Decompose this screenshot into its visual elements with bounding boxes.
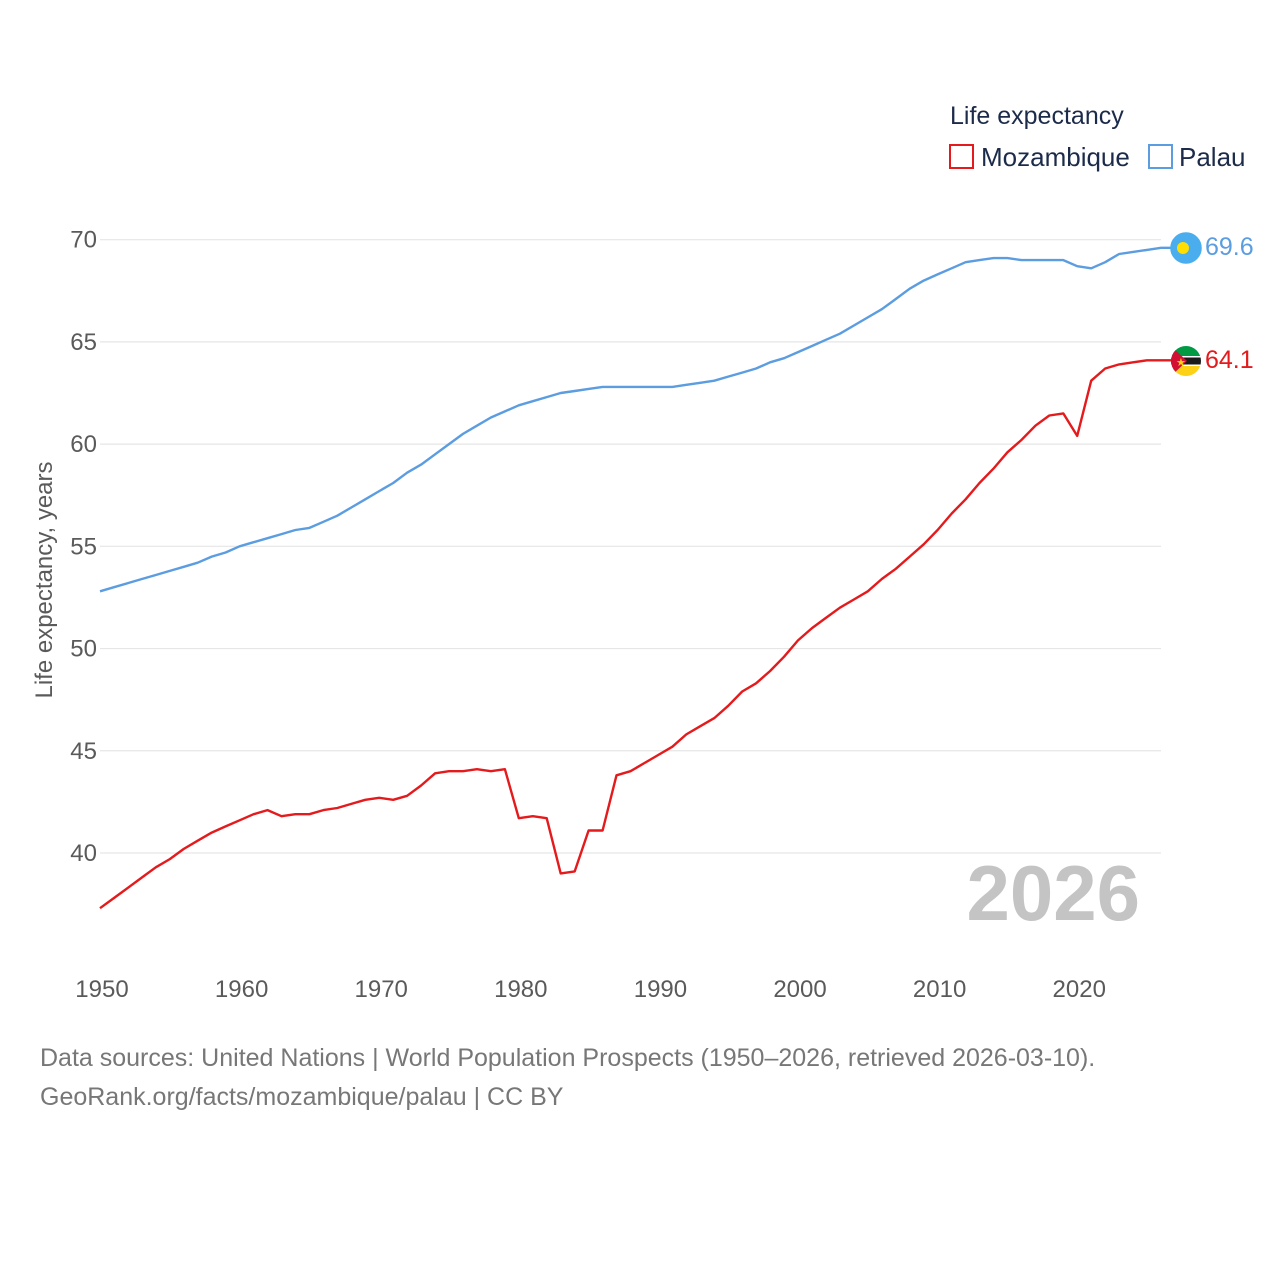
palau-flag-icon [1170,232,1202,264]
x-axis-ticks: 1950 1960 1970 1980 1990 2000 2010 2020 [75,976,1106,1003]
legend-swatch-palau [1148,144,1173,169]
y-tick-label: 50 [70,636,97,663]
current-year-watermark: 2026 [966,849,1140,937]
y-tick-label: 45 [70,738,97,765]
data-source-note: Data sources: United Nations | World Pop… [40,1044,1096,1072]
gridlines [100,239,1161,854]
y-tick-label: 70 [70,227,97,254]
x-tick-label: 1950 [75,976,128,1003]
end-value-mozambique: 64.1 [1205,346,1254,374]
legend-swatch-mozambique [949,144,974,169]
source-link[interactable]: GeoRank.org/facts/mozambique/palau | CC … [40,1083,564,1111]
legend-label-palau: Palau [1179,142,1246,172]
x-tick-label: 1990 [634,976,687,1003]
end-value-palau: 69.6 [1205,233,1254,261]
y-tick-label: 60 [70,431,97,458]
legend-title: Life expectancy [950,102,1124,130]
legend: Life expectancy Mozambique Palau [949,102,1246,172]
series-lines [99,246,1171,910]
series-line-mozambique [99,359,1171,910]
x-tick-label: 2010 [913,976,966,1003]
y-axis-label: Life expectancy, years [31,461,58,698]
x-tick-label: 1960 [215,976,268,1003]
y-axis-ticks: 40 45 50 55 60 65 70 [70,227,97,867]
y-tick-label: 40 [70,840,97,867]
y-tick-label: 55 [70,533,97,560]
x-tick-label: 2020 [1053,976,1106,1003]
mozambique-flag-icon: ★ [1171,346,1201,376]
legend-label-mozambique: Mozambique [981,142,1130,172]
life-expectancy-chart: 40 45 50 55 60 65 70 1950 1960 1970 1980 1990 2000 2… [31,102,1254,1003]
series-line-palau [99,246,1171,593]
y-tick-label: 65 [70,329,97,356]
x-tick-label: 1970 [355,976,408,1003]
x-tick-label: 1980 [494,976,547,1003]
x-tick-label: 2000 [773,976,826,1003]
svg-text:★: ★ [1176,356,1186,369]
